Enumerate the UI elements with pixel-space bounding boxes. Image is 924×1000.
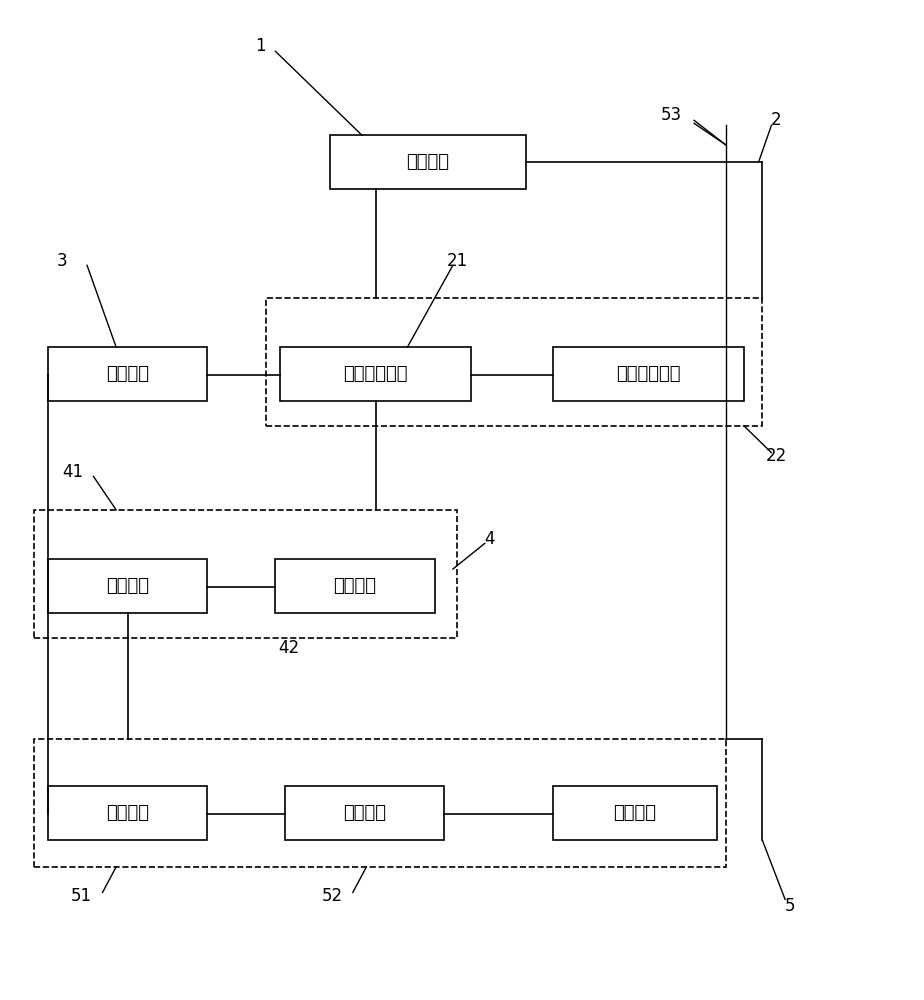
Text: 设备模块: 设备模块	[407, 153, 449, 171]
Text: 51: 51	[71, 887, 92, 905]
Text: 光源单元: 光源单元	[614, 804, 656, 822]
Bar	[34, 739, 726, 867]
Text: 53: 53	[661, 106, 682, 124]
Text: 5: 5	[784, 897, 795, 915]
Bar	[48, 559, 207, 613]
Text: 22: 22	[765, 447, 786, 465]
Text: 2: 2	[771, 111, 782, 129]
Text: 识别单元: 识别单元	[106, 804, 149, 822]
Bar	[275, 559, 434, 613]
Bar	[553, 786, 717, 840]
Bar	[285, 786, 444, 840]
Text: 42: 42	[278, 639, 299, 657]
Bar	[48, 347, 207, 401]
Bar	[266, 298, 762, 426]
Bar	[48, 786, 207, 840]
Text: 着色单元: 着色单元	[343, 804, 385, 822]
Bar	[34, 510, 457, 638]
Text: 1: 1	[255, 37, 265, 55]
Bar	[330, 135, 526, 189]
Text: 读取模块: 读取模块	[106, 365, 149, 383]
Bar	[280, 347, 471, 401]
Bar	[553, 347, 744, 401]
Text: 数据输出单元: 数据输出单元	[616, 365, 681, 383]
Text: 绘图单元: 绘图单元	[106, 577, 149, 595]
Text: 导入单元: 导入单元	[334, 577, 377, 595]
Text: 3: 3	[56, 252, 67, 270]
Text: 数据接收单元: 数据接收单元	[344, 365, 407, 383]
Text: 41: 41	[62, 463, 83, 481]
Text: 52: 52	[322, 887, 343, 905]
Text: 4: 4	[484, 530, 494, 548]
Text: 21: 21	[447, 252, 468, 270]
